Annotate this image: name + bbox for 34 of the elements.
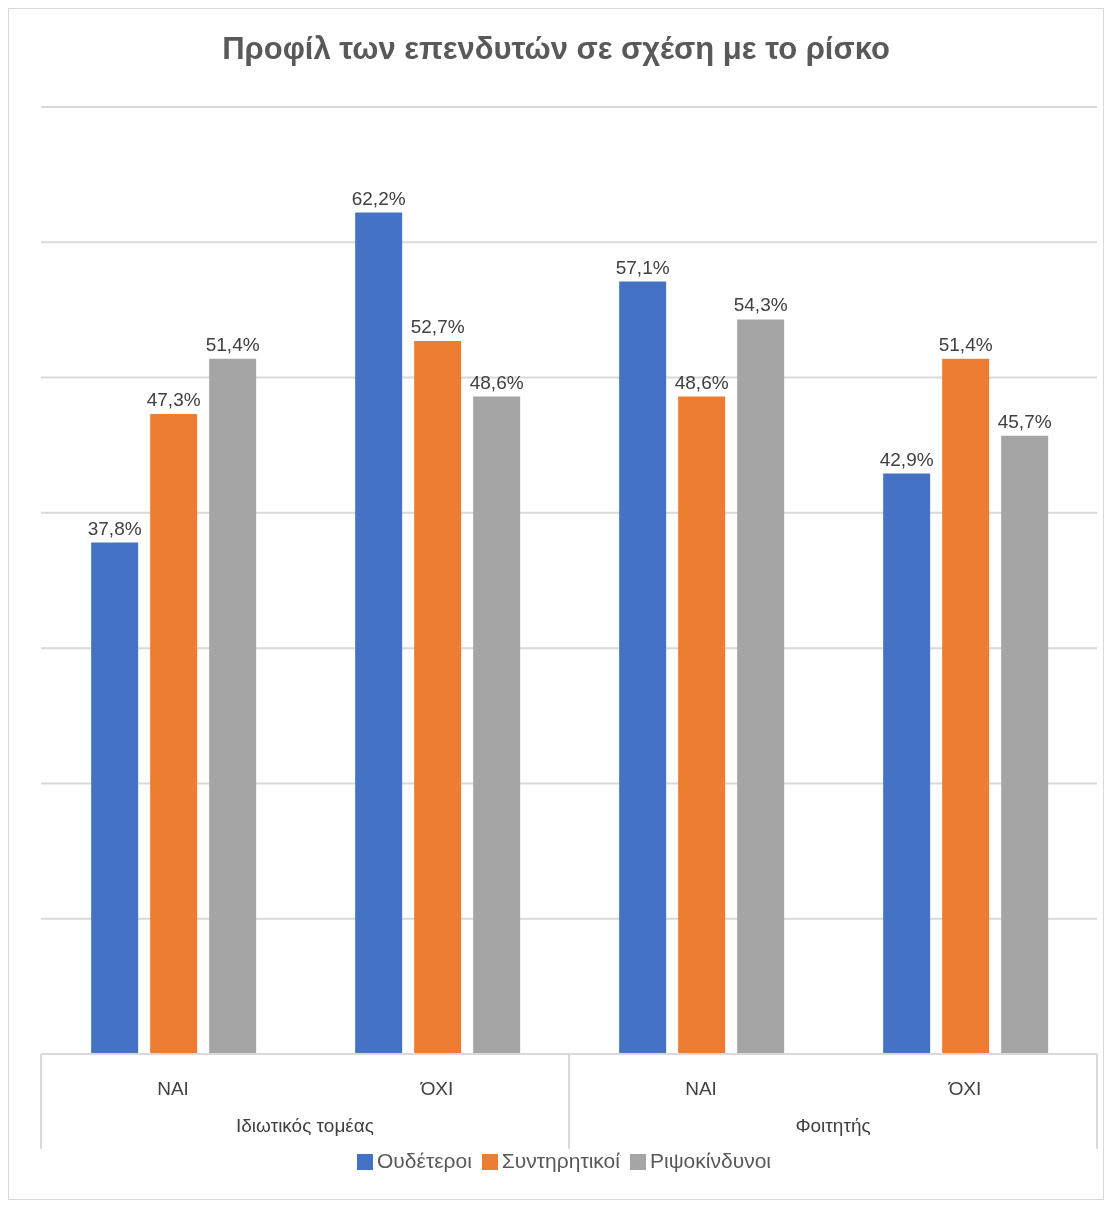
bar bbox=[414, 341, 462, 1054]
bar bbox=[355, 212, 403, 1054]
data-label: 51,4% bbox=[205, 333, 260, 355]
bar bbox=[1001, 435, 1049, 1054]
legend-label: Ουδέτεροι bbox=[377, 1149, 472, 1172]
data-label: 54,3% bbox=[733, 294, 788, 316]
x-tick-label: ΝΑΙ bbox=[685, 1078, 717, 1100]
bar bbox=[473, 396, 521, 1054]
data-label: 42,9% bbox=[879, 448, 934, 470]
legend-label: Ριψοκίνδυνοι bbox=[649, 1149, 771, 1172]
data-label: 51,4% bbox=[938, 333, 993, 355]
data-label: 47,3% bbox=[146, 389, 201, 411]
bar bbox=[678, 396, 726, 1054]
bar bbox=[883, 473, 931, 1054]
x-tick-label: ΝΑΙ bbox=[157, 1078, 189, 1100]
x-tick-label: ΌΧΙ bbox=[947, 1078, 982, 1100]
bar bbox=[942, 358, 990, 1054]
text: Φοιτητής bbox=[795, 1115, 871, 1136]
bar bbox=[91, 542, 139, 1054]
x-tick-label: ΌΧΙ bbox=[419, 1078, 454, 1100]
data-label: 45,7% bbox=[997, 410, 1052, 432]
bar bbox=[209, 358, 257, 1054]
data-label: 37,8% bbox=[87, 517, 142, 539]
bar bbox=[150, 414, 198, 1054]
data-label: 57,1% bbox=[615, 256, 670, 278]
data-label: 52,7% bbox=[410, 316, 465, 338]
text: Ιδιωτικός τομέας bbox=[235, 1115, 375, 1136]
data-label: 48,6% bbox=[674, 371, 729, 393]
legend-label: Συντηρητικοί bbox=[501, 1149, 620, 1172]
chart-title: Προφίλ των επενδυτών σε σχέση με το ρίσκο bbox=[221, 30, 891, 68]
data-label: 62,2% bbox=[351, 187, 406, 209]
bar bbox=[619, 281, 667, 1054]
data-label: 48,6% bbox=[469, 371, 524, 393]
bar bbox=[737, 319, 785, 1054]
